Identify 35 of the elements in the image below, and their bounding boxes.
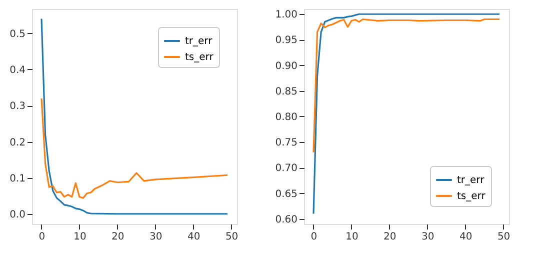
y-tick-label: 0.65: [275, 188, 298, 200]
y-tick-label: 0.90: [275, 60, 298, 72]
y-tick-label: 0.5: [10, 28, 26, 40]
y-tick-label: 0.60: [275, 214, 298, 226]
y-tick-label: 0.85: [275, 86, 298, 98]
legend-label: ts_err: [457, 191, 486, 202]
line-series: [40, 98, 228, 199]
x-tick-label: 20: [112, 232, 124, 242]
y-tick-label: 0.80: [275, 112, 298, 123]
y-tick-label: 0.75: [275, 138, 298, 149]
line-series: [40, 18, 228, 215]
y-tick-label: 0.1: [10, 174, 26, 185]
y-tick-label: 0.4: [10, 64, 26, 76]
x-tick-label: 0: [310, 232, 318, 242]
x-tick-label: 50: [225, 232, 238, 242]
legend-label: ts_err: [185, 52, 214, 63]
y-tick-label: 1.00: [275, 10, 298, 21]
x-tick-label: 20: [384, 232, 396, 242]
x-tick-label: 40: [187, 232, 200, 242]
x-tick-label: 40: [459, 232, 472, 242]
y-tick-label: 0.0: [10, 210, 26, 221]
x-tick-label: 0: [38, 232, 46, 242]
x-tick-label: 10: [346, 232, 358, 242]
x-tick-label: 30: [422, 232, 434, 242]
x-tick-label: 30: [150, 232, 162, 242]
line-series: [312, 18, 500, 154]
y-tick-label: 0.2: [10, 137, 26, 148]
y-tick-label: 0.95: [275, 35, 298, 46]
y-tick-label: 0.70: [275, 163, 298, 174]
legend-label: tr_err: [185, 36, 214, 47]
y-tick-label: 0.3: [10, 101, 26, 112]
x-tick-label: 10: [74, 232, 86, 242]
x-tick-label: 50: [497, 232, 510, 242]
legend-label: tr_err: [457, 175, 486, 186]
line-series: [312, 13, 500, 215]
